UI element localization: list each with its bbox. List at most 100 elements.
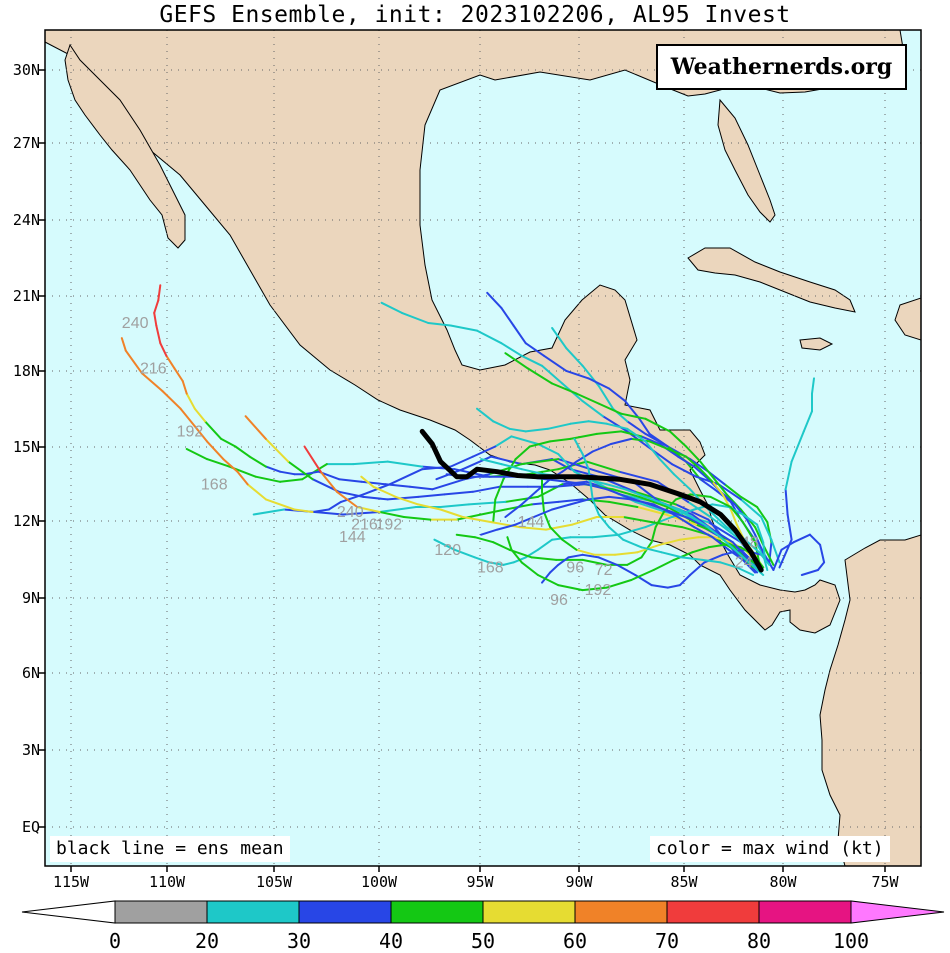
member-track-11-segment [620, 412, 647, 420]
member-track-14-segment [630, 437, 651, 443]
lat-label-15n: 15N [12, 438, 40, 456]
land-masses [45, 30, 921, 866]
member-track-15-segment [453, 548, 476, 559]
member-track-5-segment [362, 495, 389, 501]
member-track-5-segment [443, 490, 474, 496]
member-track-3-segment [248, 455, 267, 468]
member-track-13-segment [746, 518, 757, 536]
member-track-3-segment [431, 478, 466, 491]
member-track-5-segment [287, 460, 314, 481]
member-track-4-segment [536, 443, 560, 455]
lat-label-18n: 18N [12, 362, 40, 380]
member-track-12-segment [817, 561, 826, 571]
member-track-4-segment [449, 455, 474, 468]
member-track-20-segment [711, 536, 730, 551]
member-track-21-segment [691, 546, 710, 554]
member-track-15-segment [474, 556, 491, 564]
member-track-4-segment [264, 498, 296, 511]
member-track-8-segment [802, 410, 813, 433]
member-track-18-segment [679, 574, 692, 587]
member-track-23-segment [664, 503, 688, 516]
colorbar-label-40: 40 [378, 929, 404, 953]
member-track-5-segment [638, 495, 669, 508]
member-track-9-segment [608, 387, 627, 403]
member-track-2-segment [618, 470, 659, 483]
member-track-11-segment [668, 430, 688, 448]
member-track-4-segment [206, 440, 225, 461]
member-track-9-segment [624, 400, 641, 420]
member-track-3-segment [520, 458, 560, 466]
map-title: GEFS Ensemble, init: 2023102206, AL95 In… [159, 2, 791, 28]
member-track-6-segment [608, 500, 639, 508]
member-track-14-segment [699, 468, 714, 483]
axis-ticks [39, 69, 886, 872]
lat-label-12n: 12N [12, 512, 40, 530]
member-track-25-segment [758, 551, 771, 566]
member-track-25-segment [707, 508, 728, 529]
member-track-9-segment [486, 291, 503, 309]
member-track-10-segment [601, 415, 629, 433]
member-track-8-segment [790, 430, 805, 463]
member-track-4-segment [471, 445, 497, 458]
member-track-7-segment [565, 347, 584, 367]
member-track-10-segment [739, 498, 763, 518]
member-track-7-segment [551, 327, 568, 350]
member-track-25-segment [587, 420, 608, 425]
member-track-25-segment [626, 427, 647, 443]
member-track-13-segment [494, 478, 505, 501]
colorbar-swatch-80-100 [758, 900, 852, 924]
member-track-20-segment [741, 558, 757, 574]
lon-label-105w: 105W [255, 873, 293, 891]
member-track-16-segment [729, 506, 744, 524]
colorbar-label-60: 60 [562, 929, 588, 953]
member-track-2-segment [352, 460, 389, 466]
member-track-8-segment [784, 460, 793, 491]
member-track-20-segment [608, 495, 633, 501]
lon-label-75w: 75W [871, 873, 899, 891]
member-track-17-segment [461, 516, 493, 524]
member-track-17-segment [571, 516, 598, 526]
member-track-16-segment [741, 521, 757, 544]
member-track-4-segment [494, 435, 513, 448]
member-track-1-segment [467, 500, 507, 506]
member-track-4-segment [179, 407, 196, 428]
member-track-14-segment [729, 508, 738, 526]
lat-label-6n: 6N [21, 664, 40, 682]
lead-hour-label: 24 [735, 554, 753, 571]
member-track-16-segment [650, 526, 657, 544]
member-track-1-segment [342, 511, 381, 516]
member-track-6-segment [636, 506, 667, 516]
member-track-22-segment [626, 495, 651, 506]
member-track-4-segment [362, 483, 391, 496]
lon-label-110w: 110W [148, 873, 186, 891]
member-track-24-segment [719, 561, 738, 569]
member-track-18-segment [650, 584, 669, 589]
member-track-7-segment [597, 385, 614, 410]
member-track-24-segment [581, 453, 590, 471]
member-track-24-segment [735, 566, 755, 576]
member-track-21-segment [672, 551, 694, 561]
member-track-3-segment [632, 480, 661, 503]
member-track-19-segment [543, 511, 552, 529]
lead-hour-label: 144 [518, 514, 545, 531]
colorbar-label-20: 20 [194, 929, 220, 953]
member-track-5-segment [417, 493, 446, 498]
member-track-3-segment [165, 354, 176, 370]
member-track-23-segment [500, 463, 523, 471]
member-track-20-segment [532, 508, 554, 518]
member-track-2-segment [254, 475, 282, 483]
member-track-4-segment [222, 458, 239, 473]
member-track-19-segment [549, 526, 564, 541]
member-track-11-segment [504, 352, 529, 370]
member-track-3-segment [173, 367, 184, 382]
member-track-14-segment [591, 443, 612, 453]
member-track-15-segment [591, 533, 621, 539]
member-track-17-segment [372, 485, 397, 498]
member-track-3-segment [159, 342, 168, 357]
member-track-4-segment [236, 470, 249, 486]
member-track-24-segment [591, 498, 600, 516]
member-track-25-segment [605, 422, 629, 430]
member-track-8-segment [811, 377, 815, 395]
member-track-7-segment [756, 506, 769, 524]
member-track-5-segment [612, 488, 641, 498]
